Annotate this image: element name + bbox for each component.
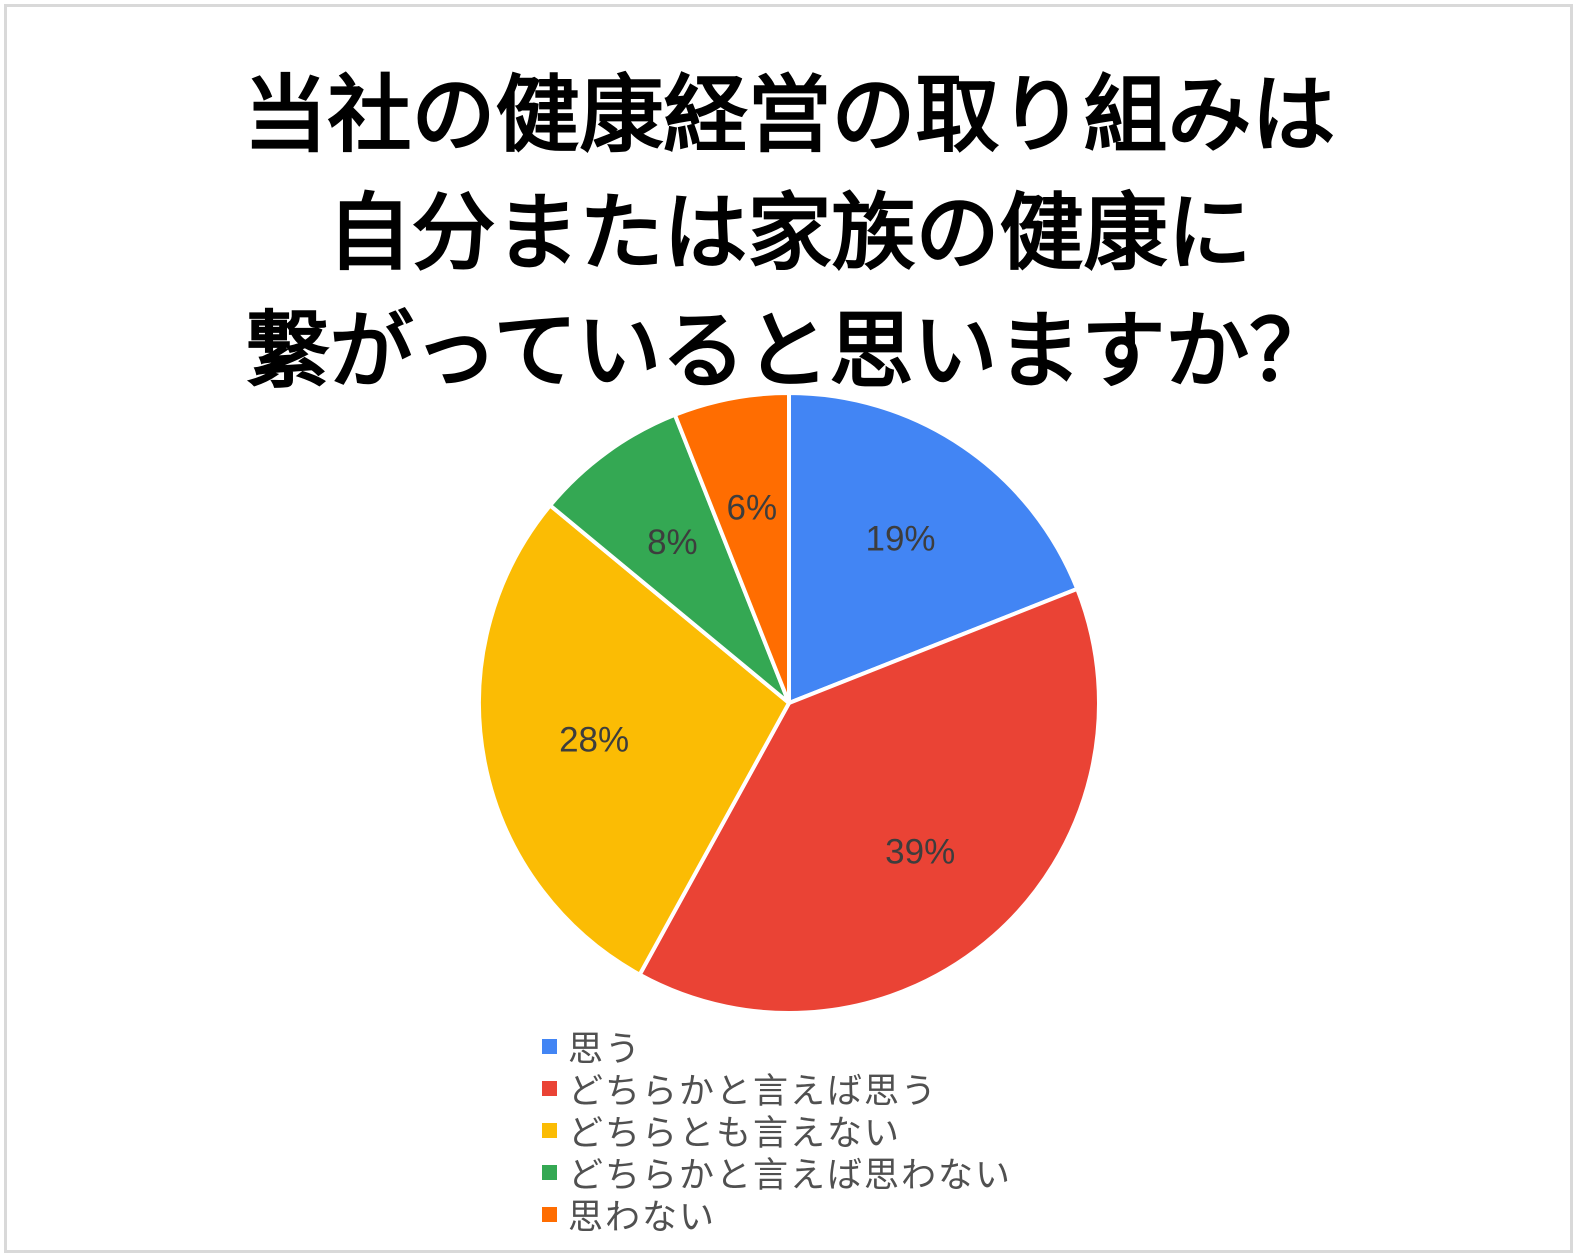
legend-swatch-3: [542, 1122, 557, 1138]
pie-data-label-4: 8%: [647, 523, 698, 562]
legend-item-3: どちらとも言えない: [542, 1109, 1012, 1154]
legend-label-2: どちらかと言えば思う: [568, 1071, 939, 1112]
pie-slice-3: [477, 503, 791, 977]
pie-data-label-2: 39%: [885, 832, 955, 871]
legend-swatch-2: [542, 1080, 557, 1096]
legend-swatch-1: [542, 1038, 557, 1054]
chart-title-line-1: 当社の健康経営の取り組みは: [243, 66, 1336, 164]
legend-label-5: 思わない: [568, 1197, 717, 1238]
pie-data-label-3: 28%: [559, 721, 629, 760]
pie-slice-5: [672, 391, 791, 705]
legend-swatch-5: [542, 1206, 557, 1222]
pie-data-label-5: 6%: [727, 489, 778, 528]
pie-data-label-1: 19%: [865, 519, 935, 558]
chart-title-line-3: 繋がっていると思いますか？: [245, 302, 1334, 400]
pie-slice-2: [637, 586, 1101, 1015]
legend-item-2: どちらかと言えば思う: [542, 1067, 1012, 1112]
legend-item-1: 思う: [542, 1025, 1012, 1070]
legend-label-3: どちらとも言えない: [568, 1113, 902, 1154]
pie-slice-4: [548, 412, 791, 705]
chart-legend: 思う どちらかと言えば思う どちらとも言えない どちらかと言えば思わない 思わない: [542, 1025, 1012, 1238]
legend-swatch-4: [542, 1164, 557, 1180]
legend-item-4: どちらかと言えば思わない: [542, 1151, 1012, 1196]
legend-label-4: どちらかと言えば思わない: [568, 1155, 1013, 1196]
chart-title: 当社の健康経営の取り組みは 自分または家族の健康に 繋がっていると思いますか？: [0, 56, 1579, 410]
chart-title-line-2: 自分または家族の健康に: [327, 184, 1252, 282]
legend-item-5: 思わない: [542, 1193, 1012, 1238]
legend-label-1: 思う: [568, 1029, 643, 1070]
pie-slice-1: [787, 391, 1080, 705]
